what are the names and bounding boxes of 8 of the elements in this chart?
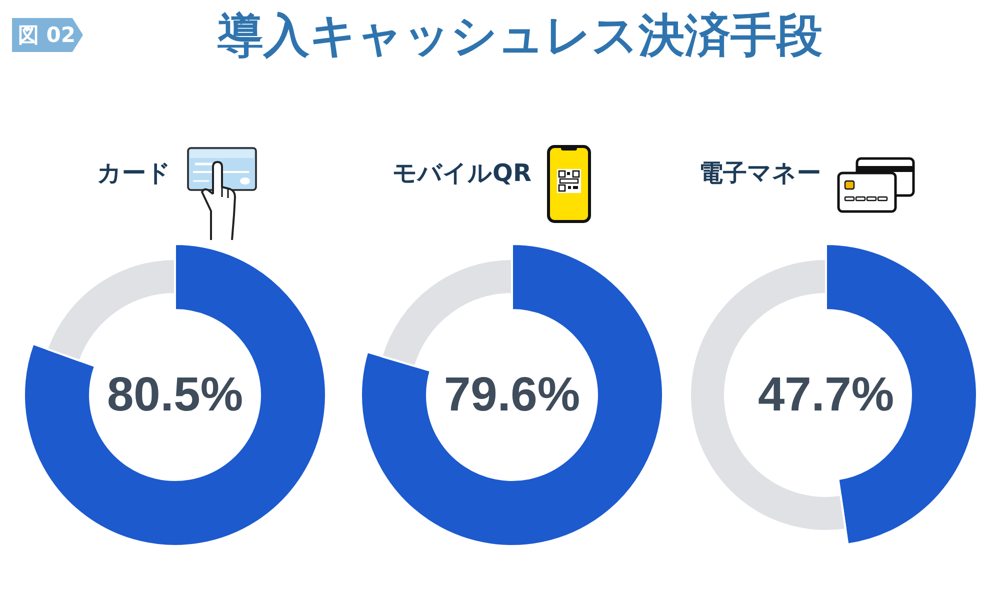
chart-title: カード <box>97 158 171 188</box>
text: 79.6% <box>444 368 580 422</box>
text: 80.5% <box>106 368 244 422</box>
chart-title: モバイルQR <box>392 158 532 188</box>
chart-title: 電子マネー <box>699 158 821 188</box>
caption: 図 02 <box>18 22 76 49</box>
text: 47.7% <box>758 368 894 422</box>
text: 導入キャッシュレス決済手段 <box>218 7 822 64</box>
